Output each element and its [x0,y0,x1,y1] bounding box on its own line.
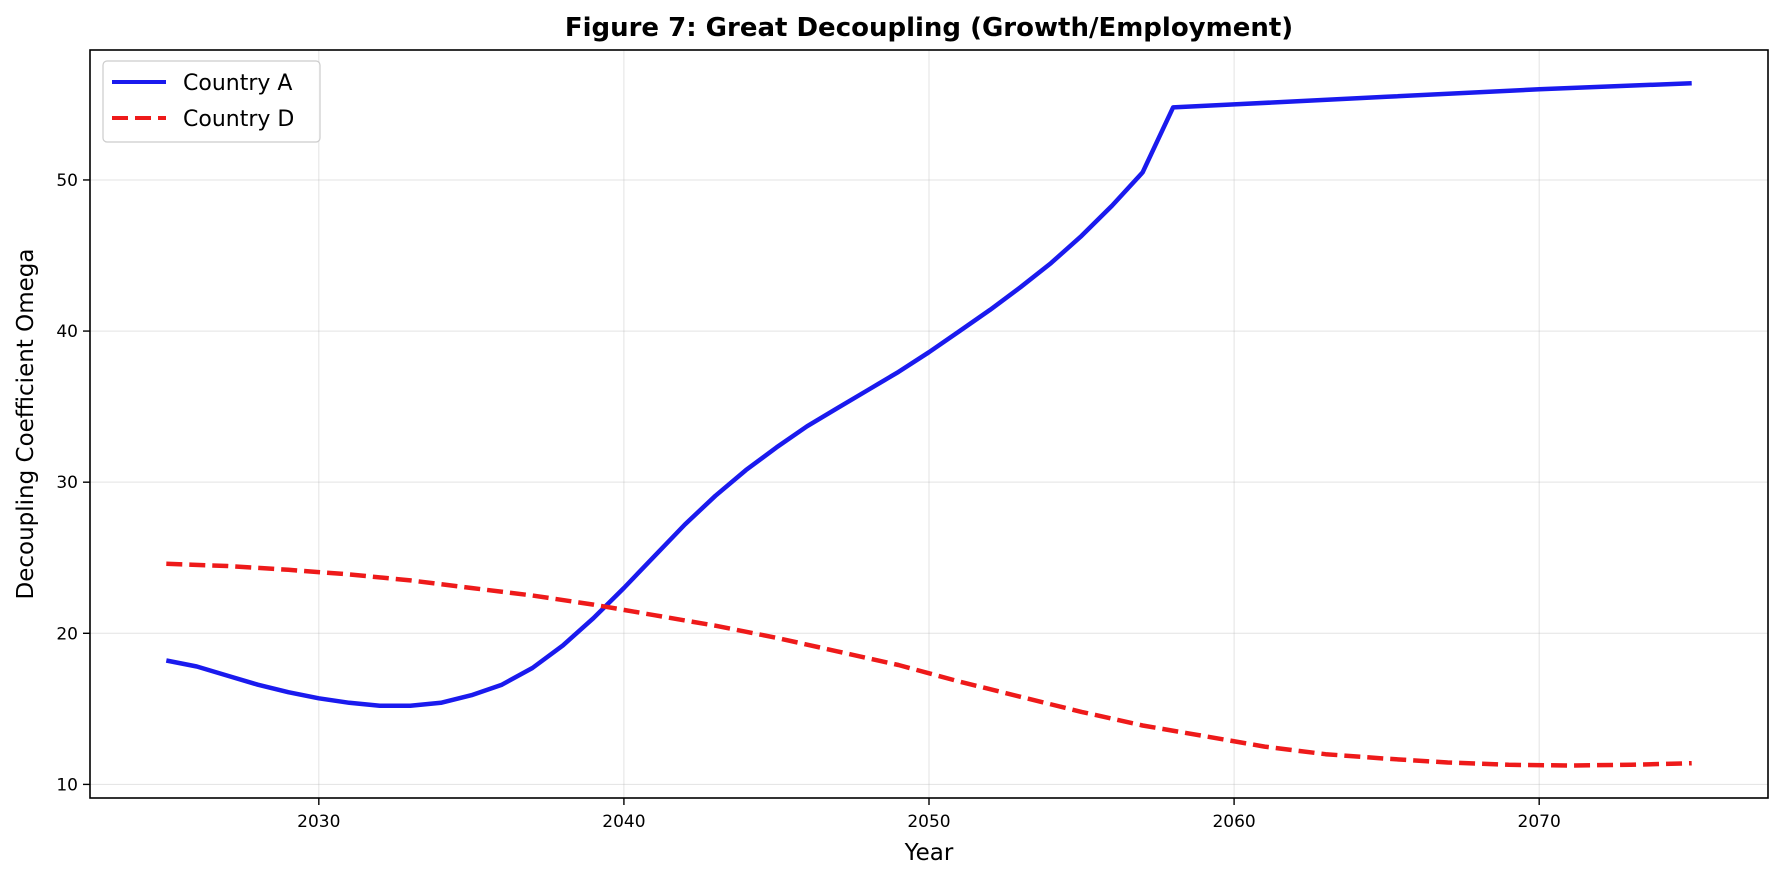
x-tick-label: 2040 [602,812,645,832]
y-tick-label: 30 [56,473,78,493]
y-tick-label: 10 [56,775,78,795]
x-axis-label: Year [904,840,954,866]
series-line-country-a [165,80,1692,709]
legend-label-country-d: Country D [183,107,294,132]
legend-label-country-a: Country A [183,71,292,96]
series-layer [165,80,1692,768]
x-tick-label: 2060 [1212,812,1255,832]
y-tick-label: 20 [56,624,78,644]
legend: Country A Country D [102,60,321,143]
y-tick-label: 50 [56,171,78,191]
x-tick-label: 2050 [907,812,950,832]
y-axis-label: Decoupling Coefficient Omega [13,249,39,600]
x-tick-label: 2070 [1518,812,1561,832]
y-tick-label: 40 [56,322,78,342]
grid-lines [90,50,1768,798]
series-line-country-d [166,561,1692,768]
x-tick-label: 2030 [297,812,340,832]
chart-title: Figure 7: Great Decoupling (Growth/Emplo… [565,13,1293,43]
